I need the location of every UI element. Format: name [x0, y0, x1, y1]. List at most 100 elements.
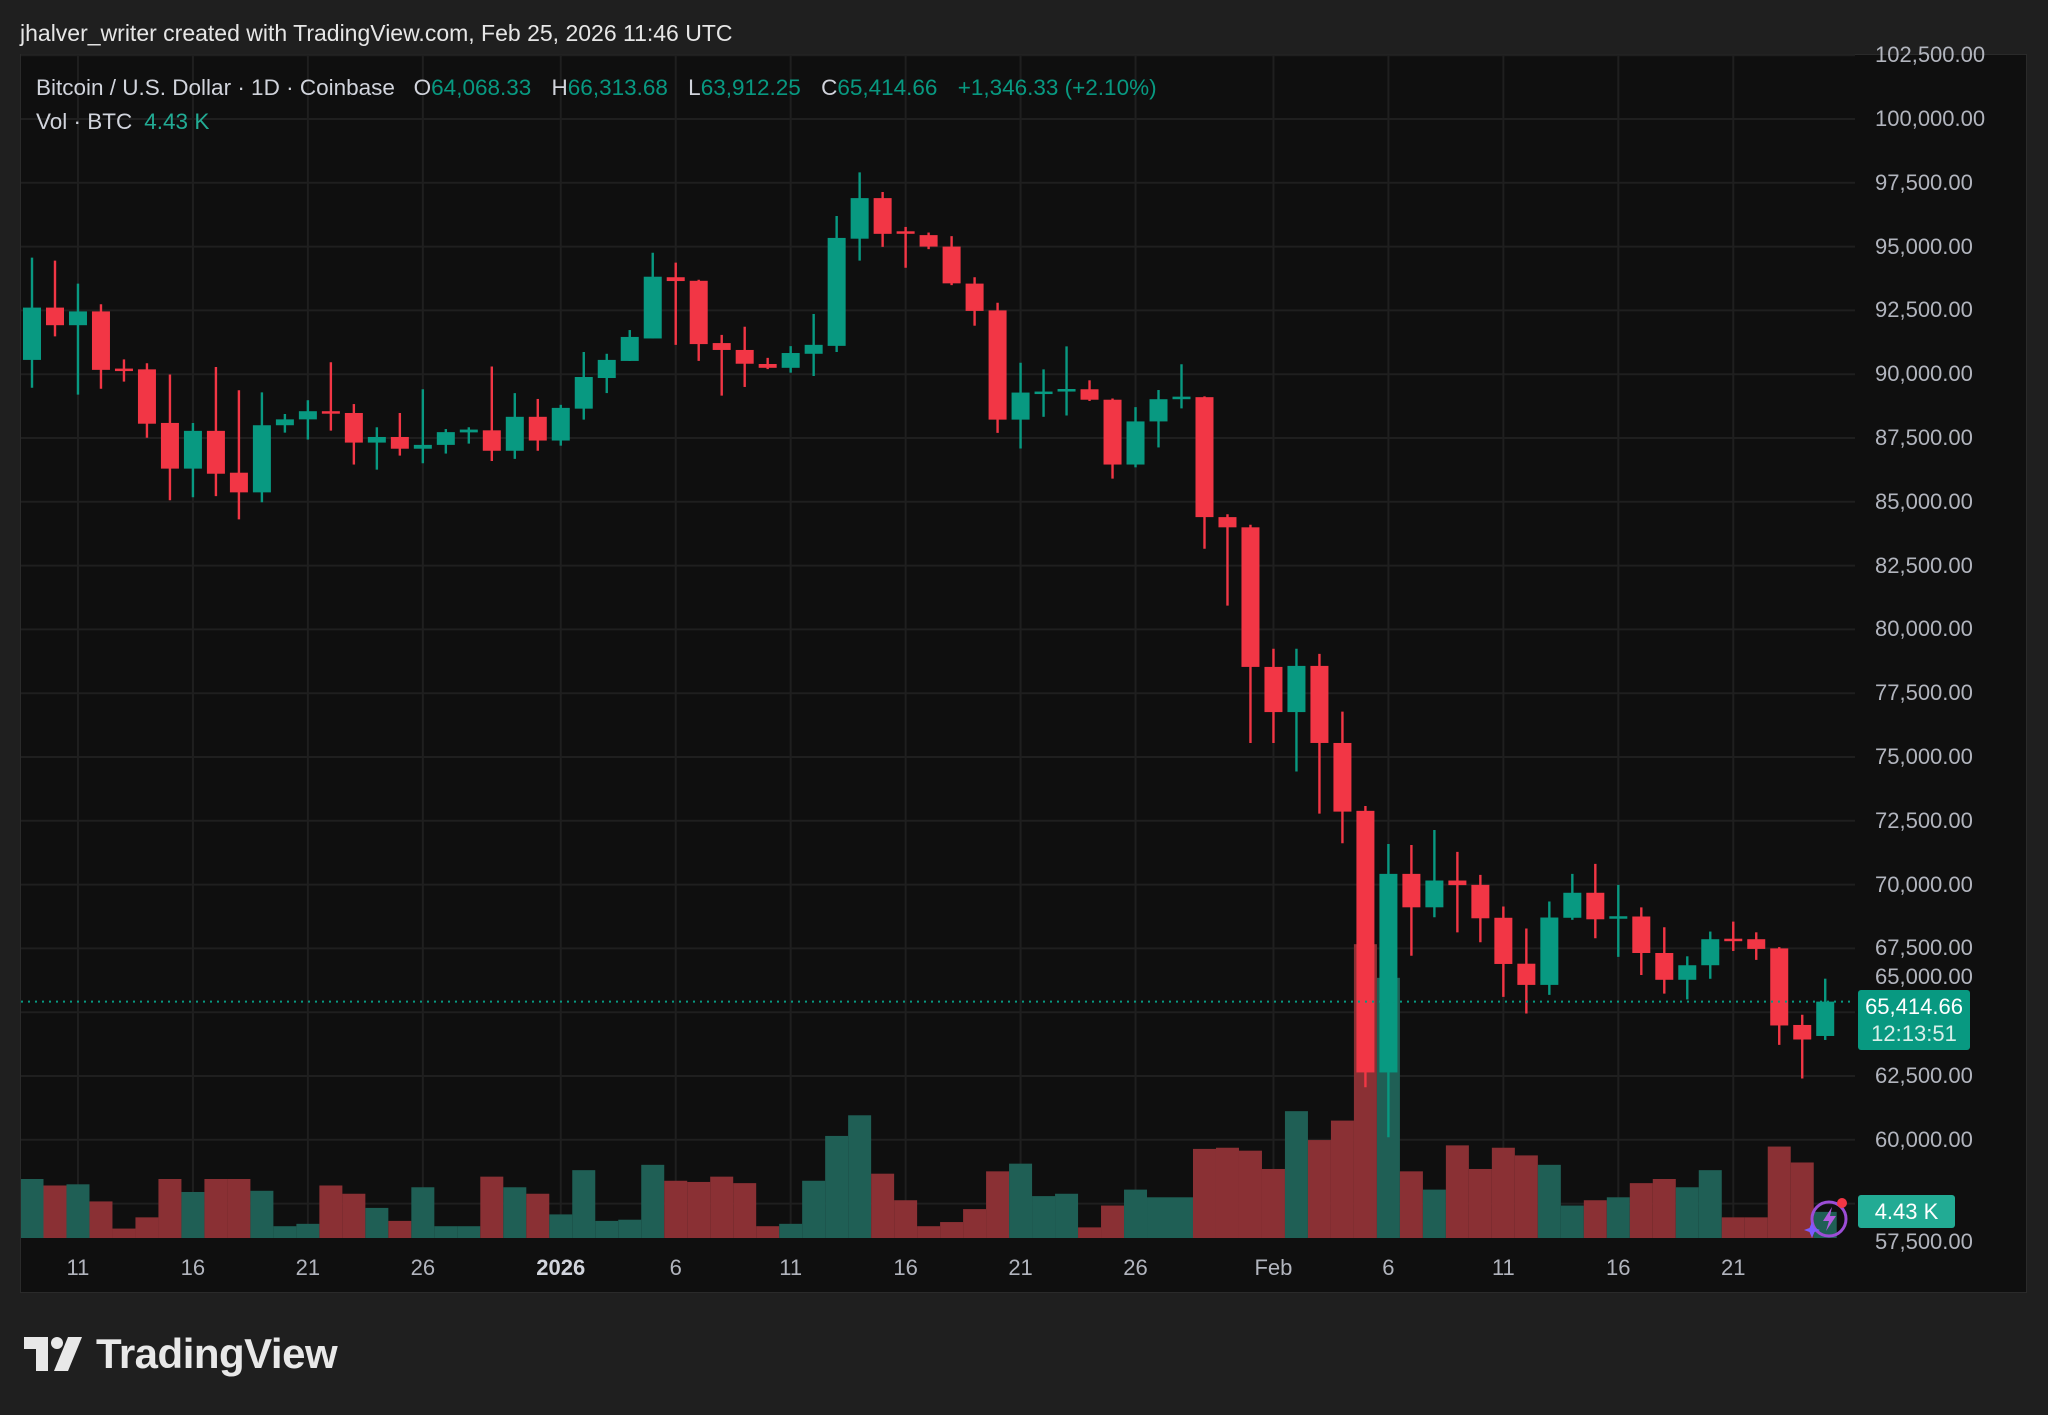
candle-body: [1448, 880, 1467, 886]
candle[interactable]: [1425, 829, 1444, 918]
low-label: L: [688, 75, 701, 100]
candle[interactable]: [1057, 346, 1076, 416]
candle[interactable]: [643, 252, 662, 339]
candle-body: [91, 311, 110, 370]
candle[interactable]: [1724, 921, 1743, 951]
candle[interactable]: [1011, 362, 1030, 449]
candle[interactable]: [1540, 901, 1559, 995]
candle[interactable]: [1609, 884, 1628, 957]
candle[interactable]: [873, 191, 892, 247]
candle[interactable]: [229, 390, 248, 520]
candle[interactable]: [1701, 931, 1720, 979]
candle[interactable]: [712, 334, 731, 396]
candle[interactable]: [1195, 396, 1214, 549]
candle[interactable]: [390, 412, 409, 456]
candle[interactable]: [1563, 873, 1582, 920]
candle[interactable]: [919, 232, 938, 250]
ai-assistant-lightning-icon[interactable]: [1800, 1192, 1852, 1244]
candle[interactable]: [827, 215, 846, 352]
candle[interactable]: [1770, 947, 1789, 1045]
candle[interactable]: [482, 366, 501, 461]
candle-body: [1747, 939, 1766, 949]
candle-body: [1264, 666, 1283, 713]
candle[interactable]: [804, 313, 823, 376]
candle[interactable]: [1241, 524, 1260, 743]
candle[interactable]: [758, 357, 777, 370]
candle[interactable]: [275, 414, 294, 433]
volume-bar: [917, 1226, 941, 1238]
candle[interactable]: [528, 398, 547, 451]
candle[interactable]: [91, 304, 110, 389]
candle[interactable]: [436, 429, 455, 454]
candle[interactable]: [1471, 874, 1490, 943]
candle[interactable]: [689, 279, 708, 361]
candle[interactable]: [367, 427, 386, 470]
candle[interactable]: [459, 427, 478, 444]
candle-body: [1471, 884, 1490, 919]
candle[interactable]: [1402, 845, 1421, 956]
volume-bar: [1078, 1227, 1102, 1238]
candle[interactable]: [1218, 514, 1237, 606]
candle[interactable]: [551, 404, 570, 446]
candle[interactable]: [574, 351, 593, 420]
candle[interactable]: [1333, 711, 1352, 844]
candle[interactable]: [965, 277, 984, 326]
volume-bar: [733, 1183, 757, 1238]
candle[interactable]: [1172, 364, 1191, 409]
candle[interactable]: [735, 326, 754, 387]
candle[interactable]: [1655, 927, 1674, 994]
candle[interactable]: [206, 367, 225, 497]
candle[interactable]: [850, 172, 869, 261]
candle[interactable]: [942, 236, 961, 286]
candle[interactable]: [1448, 851, 1467, 933]
candle[interactable]: [1678, 956, 1697, 1000]
candle[interactable]: [1793, 1014, 1812, 1079]
volume-bar: [1307, 1140, 1331, 1238]
volume-bar: [1537, 1164, 1561, 1238]
candle[interactable]: [988, 302, 1007, 433]
candle-body: [1149, 399, 1168, 422]
volume-bar: [1215, 1147, 1239, 1238]
candle[interactable]: [666, 262, 685, 345]
candle[interactable]: [1517, 928, 1536, 1014]
chart-panel[interactable]: [20, 54, 2027, 1293]
candle[interactable]: [1586, 863, 1605, 939]
candle[interactable]: [1747, 932, 1766, 960]
candle[interactable]: [620, 330, 639, 361]
volume-bar: [595, 1220, 619, 1238]
candle[interactable]: [597, 353, 616, 394]
candle[interactable]: [1034, 369, 1053, 417]
volume-bar: [1514, 1155, 1538, 1238]
candle[interactable]: [1080, 380, 1099, 401]
candle[interactable]: [1816, 978, 1835, 1040]
candle[interactable]: [413, 389, 432, 464]
candle[interactable]: [1494, 906, 1513, 997]
candle[interactable]: [321, 362, 340, 431]
candle[interactable]: [344, 404, 363, 465]
candle[interactable]: [1310, 653, 1329, 814]
candle-body: [1793, 1024, 1812, 1040]
candle[interactable]: [1264, 648, 1283, 743]
candle[interactable]: [1379, 844, 1398, 1138]
candle[interactable]: [896, 226, 915, 268]
candle[interactable]: [183, 422, 202, 498]
candle[interactable]: [1356, 805, 1375, 1088]
candle[interactable]: [114, 359, 133, 382]
candle[interactable]: [1632, 907, 1651, 975]
candle[interactable]: [252, 392, 271, 503]
candle[interactable]: [23, 257, 41, 388]
candle[interactable]: [1149, 390, 1168, 448]
candle[interactable]: [68, 283, 87, 395]
price-tick-label: 82,500.00: [1875, 552, 1973, 578]
candle[interactable]: [160, 374, 179, 501]
candle[interactable]: [1287, 648, 1306, 772]
candle[interactable]: [1126, 407, 1145, 468]
candle[interactable]: [1103, 398, 1122, 479]
candle-body: [413, 444, 432, 449]
candle[interactable]: [45, 260, 64, 337]
candle[interactable]: [781, 346, 800, 373]
candle[interactable]: [505, 393, 524, 459]
candle[interactable]: [298, 400, 317, 440]
candle[interactable]: [137, 363, 156, 438]
